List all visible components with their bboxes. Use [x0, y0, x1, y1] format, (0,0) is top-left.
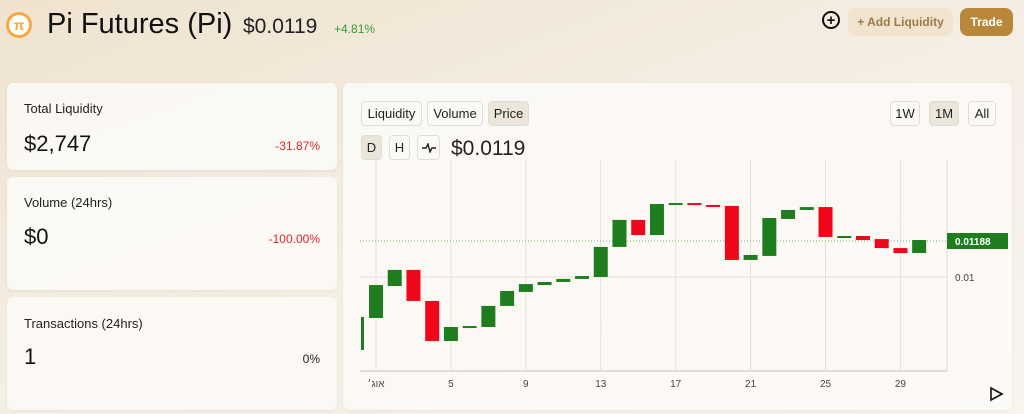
page-title: Pi Futures (Pi)	[47, 8, 233, 40]
x-tick-label: 25	[820, 379, 832, 390]
candle-up	[518, 284, 533, 292]
stat-label: Transactions (24hrs)	[24, 316, 143, 331]
stat-value: $2,747	[24, 131, 92, 156]
volume-card: Volume (24hrs) $0 -100.00%	[7, 177, 337, 290]
stat-value: $0	[24, 224, 49, 249]
stat-label: Volume (24hrs)	[24, 195, 113, 210]
x-tick-label: 29	[895, 379, 907, 390]
candle-up	[781, 209, 796, 219]
tab-price[interactable]: Price	[488, 101, 529, 126]
last-price-label: 0.01188	[955, 237, 991, 248]
total-liquidity-card: Total Liquidity $2,747 -31.87%	[7, 83, 337, 170]
add-liquidity-button[interactable]: + Add Liquidity	[848, 8, 953, 36]
tab-liquidity[interactable]: Liquidity	[361, 101, 422, 126]
candle-up	[593, 246, 608, 277]
candle-up	[799, 207, 814, 210]
line-chart-toggle[interactable]	[417, 135, 440, 160]
x-tick-label: 9	[523, 379, 529, 390]
range-1w[interactable]: 1W	[890, 101, 920, 126]
candle-down	[631, 219, 646, 236]
candle-up	[369, 285, 383, 318]
candle-up	[575, 276, 590, 279]
x-tick-label: אוג׳	[368, 379, 386, 390]
transactions-card: Transactions (24hrs) 1 0%	[7, 297, 337, 410]
stat-change: -100.00%	[268, 232, 320, 246]
candle-down	[818, 207, 833, 237]
pulse-line-icon	[421, 142, 436, 153]
candle-down	[724, 205, 739, 260]
candle-up	[462, 326, 477, 329]
candle-up	[361, 317, 364, 350]
candle-up	[743, 254, 758, 260]
range-1m[interactable]: 1M	[929, 101, 959, 126]
candle-up	[612, 219, 627, 247]
candle-up	[443, 327, 458, 341]
x-tick-label: 13	[595, 379, 607, 390]
chart-current-price: $0.0119	[451, 137, 526, 160]
stat-change: 0%	[302, 352, 320, 366]
candle-down	[406, 269, 421, 301]
header-change: +4.81%	[334, 22, 376, 36]
candle-up	[556, 278, 571, 282]
candle-down	[874, 239, 889, 249]
header-price: $0.0119	[243, 15, 318, 38]
play-icon[interactable]	[988, 386, 1004, 402]
stat-value: 1	[24, 344, 37, 369]
y-tick-label: 0.01	[955, 273, 975, 284]
candle-up	[762, 217, 777, 256]
x-tick-label: 17	[670, 379, 682, 390]
candle-up	[537, 281, 552, 286]
candle-up	[649, 204, 664, 236]
add-circle-icon[interactable]: +	[822, 11, 840, 29]
candle-up	[481, 305, 496, 327]
tab-volume[interactable]: Volume	[427, 101, 483, 126]
candle-up	[668, 203, 683, 206]
interval-hour[interactable]: H	[389, 135, 410, 160]
candle-down	[855, 236, 870, 241]
candle-up	[912, 240, 927, 254]
candle-down	[425, 300, 440, 341]
candle-up	[500, 290, 515, 306]
stat-change: -31.87%	[275, 139, 320, 153]
trade-button[interactable]: Trade	[960, 8, 1013, 36]
x-tick-label: 21	[745, 379, 757, 390]
candle-up	[837, 236, 852, 239]
range-all[interactable]: All	[968, 101, 996, 126]
stat-label: Total Liquidity	[24, 101, 103, 116]
candle-up	[387, 269, 402, 287]
candle-down	[893, 248, 908, 254]
candle-down	[706, 204, 721, 207]
x-tick-label: 5	[448, 379, 454, 390]
pi-logo-icon: π	[6, 12, 32, 38]
last-price-badge	[947, 232, 1008, 249]
interval-day[interactable]: D	[361, 135, 382, 160]
candle-down	[687, 203, 702, 206]
